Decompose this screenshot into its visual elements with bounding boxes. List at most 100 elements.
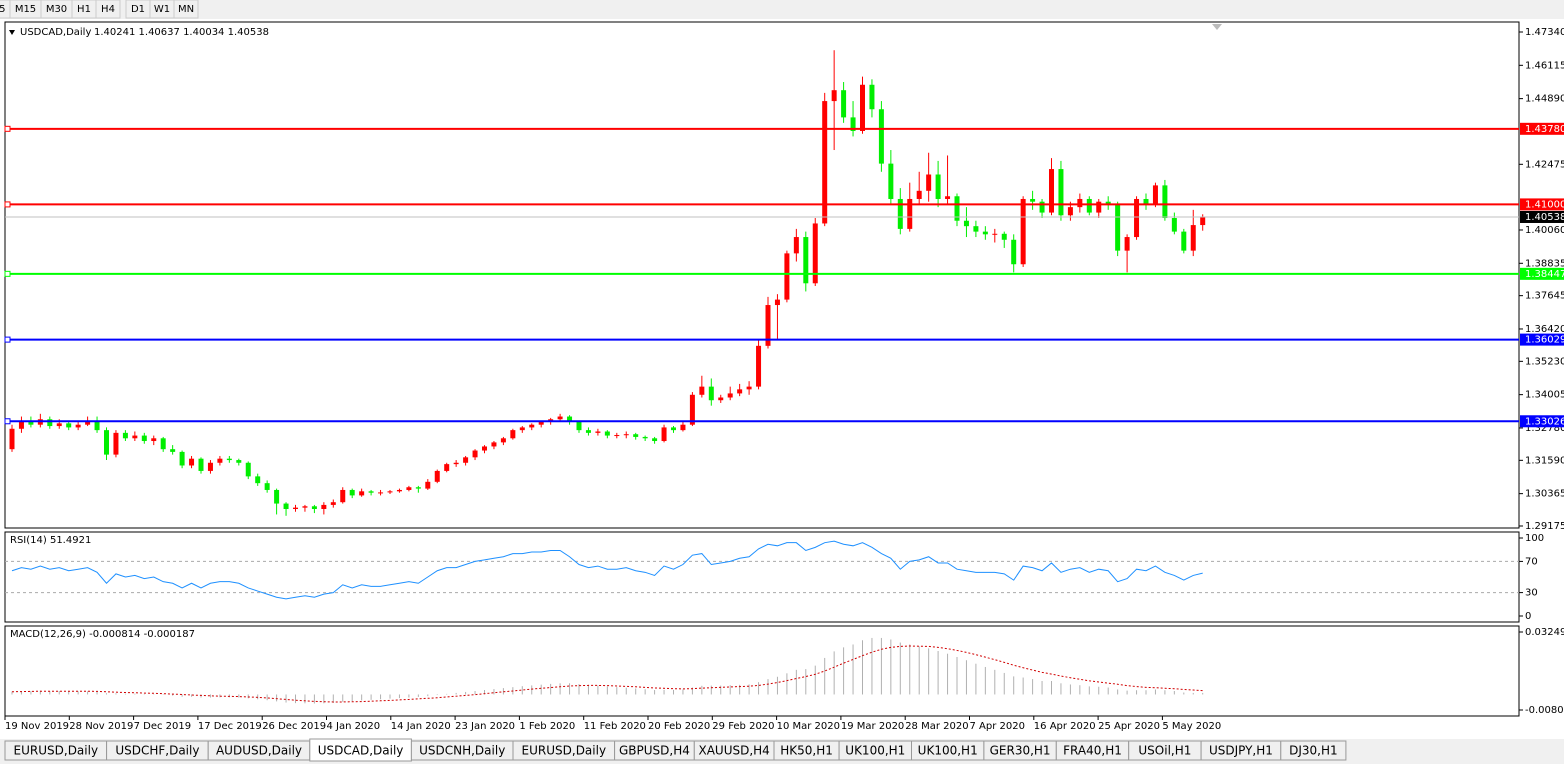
date-label: 7 Dec 2019	[134, 721, 192, 732]
timeframe-button[interactable]	[173, 0, 199, 19]
candle-body	[1105, 201, 1111, 205]
symbol-tab-label[interactable]: HK50,H1	[780, 744, 833, 758]
timeframe-label[interactable]: M5	[0, 4, 6, 15]
candle-body	[614, 435, 620, 437]
macd-signal	[11, 645, 1203, 703]
symbol-tab-label[interactable]: UK100,H1	[918, 744, 978, 758]
timeframe-label[interactable]: H1	[77, 4, 91, 15]
candle-body	[727, 393, 733, 398]
candle-body	[916, 190, 922, 199]
candle-body	[1067, 207, 1073, 216]
candle-body	[671, 427, 676, 431]
timeframe-label[interactable]: M30	[46, 4, 67, 15]
main-panel	[4, 21, 1520, 529]
candle-body	[1162, 185, 1168, 219]
candle-body	[954, 196, 960, 221]
candle-body	[170, 449, 176, 452]
price-tick-label: 1.38835	[1525, 258, 1564, 269]
symbol-tab-label[interactable]: XAUUSD,H4	[698, 744, 769, 758]
candle-body	[359, 491, 365, 496]
candle-body	[18, 421, 24, 429]
candle-body	[453, 462, 459, 465]
candle-body	[992, 233, 998, 235]
candle-body	[245, 462, 251, 477]
level-label: 1.33026	[1525, 416, 1564, 427]
current-price-label: 1.40538	[1525, 212, 1564, 223]
candle-body	[1030, 198, 1036, 202]
timeframe-label[interactable]: M15	[15, 4, 36, 15]
date-label: 19 Mar 2020	[841, 721, 904, 732]
candle-body	[793, 237, 799, 254]
candle-body	[538, 421, 544, 425]
date-label: 28 Nov 2019	[69, 721, 133, 732]
timeframe-label[interactable]: MN	[178, 4, 194, 15]
symbol-tab-label[interactable]: GBPUSD,H4	[619, 744, 690, 758]
level-label: 1.43780	[1525, 124, 1564, 135]
macd-tick-label: 0.032493	[1525, 627, 1564, 638]
candle-body	[255, 476, 261, 484]
candle-body	[236, 460, 242, 463]
candle-body	[822, 101, 828, 224]
symbol-tab-label[interactable]: FRA40,H1	[1063, 744, 1122, 758]
candle-body	[708, 386, 714, 401]
candle-body	[689, 394, 695, 425]
price-tick-label: 1.42475	[1525, 159, 1564, 170]
symbol-tab-label[interactable]: UK100,H1	[845, 744, 905, 758]
symbol-tab-label[interactable]: EURUSD,Daily	[14, 744, 99, 758]
date-label: 29 Feb 2020	[712, 721, 774, 732]
symbol-tab-label[interactable]: EURUSD,Daily	[522, 744, 607, 758]
candle-body	[1020, 198, 1026, 265]
symbol-tab-label[interactable]: USDCHF,Daily	[115, 744, 199, 758]
timeframe-label[interactable]: W1	[154, 4, 170, 15]
timeframe-label[interactable]: H4	[101, 4, 115, 15]
candle-body	[604, 431, 610, 436]
symbol-tab-label[interactable]: GER30,H1	[990, 744, 1051, 758]
level-label-box	[1520, 267, 1564, 280]
price-tick-label: 1.29175	[1525, 521, 1564, 532]
price-tick-label: 1.31590	[1525, 455, 1564, 466]
candle-body	[1152, 185, 1158, 205]
symbol-tab-label[interactable]: AUDUSD,Daily	[216, 744, 302, 758]
candle-body	[189, 458, 195, 466]
symbol-tab-label[interactable]: USDCNH,Daily	[419, 744, 505, 758]
rsi-label: RSI(14) 51.4921	[10, 535, 91, 546]
timeframe-button[interactable]	[95, 0, 121, 19]
candle-body	[1096, 201, 1102, 213]
candle-body	[444, 464, 450, 471]
symbol-tab-label[interactable]: USDJPY,H1	[1209, 744, 1273, 758]
candle-body	[368, 491, 374, 493]
timeframe-label[interactable]: D1	[131, 4, 145, 15]
candle-body	[321, 504, 327, 510]
header-arrow	[9, 30, 15, 35]
price-tick-label: 1.37645	[1525, 291, 1564, 302]
symbol-tab[interactable]	[1280, 740, 1347, 761]
date-label: 4 Jan 2020	[327, 721, 381, 732]
date-label: 26 Dec 2019	[262, 721, 326, 732]
candle-body	[56, 423, 62, 427]
candle-body	[406, 487, 412, 490]
symbol-tab-label[interactable]: USOil,H1	[1138, 744, 1191, 758]
symbol-tab-label[interactable]: USDCAD,Daily	[318, 744, 404, 758]
candle-body	[104, 430, 109, 455]
candle-body	[784, 253, 790, 300]
date-label: 19 Nov 2019	[5, 721, 69, 732]
candle-body	[1124, 237, 1130, 251]
price-tick-label: 1.34005	[1525, 390, 1564, 401]
candle-body	[1190, 225, 1196, 251]
date-label: 23 Jan 2020	[455, 721, 515, 732]
rsi-tick-label: 70	[1525, 556, 1538, 567]
candle-body	[283, 503, 289, 510]
symbol-tab-label[interactable]: DJ30,H1	[1289, 744, 1338, 758]
level-label-box	[1520, 122, 1564, 135]
candle-body	[226, 458, 232, 461]
candle-body	[387, 491, 393, 493]
macd-tick-label: -0.008086	[1525, 705, 1564, 716]
macd-label: MACD(12,26,9) -0.000814 -0.000187	[10, 629, 195, 640]
candle-body	[1011, 239, 1017, 265]
macd-panel	[4, 625, 1520, 717]
candle-body	[472, 450, 478, 458]
candle-body	[463, 457, 469, 463]
date-label: 17 Dec 2019	[198, 721, 262, 732]
